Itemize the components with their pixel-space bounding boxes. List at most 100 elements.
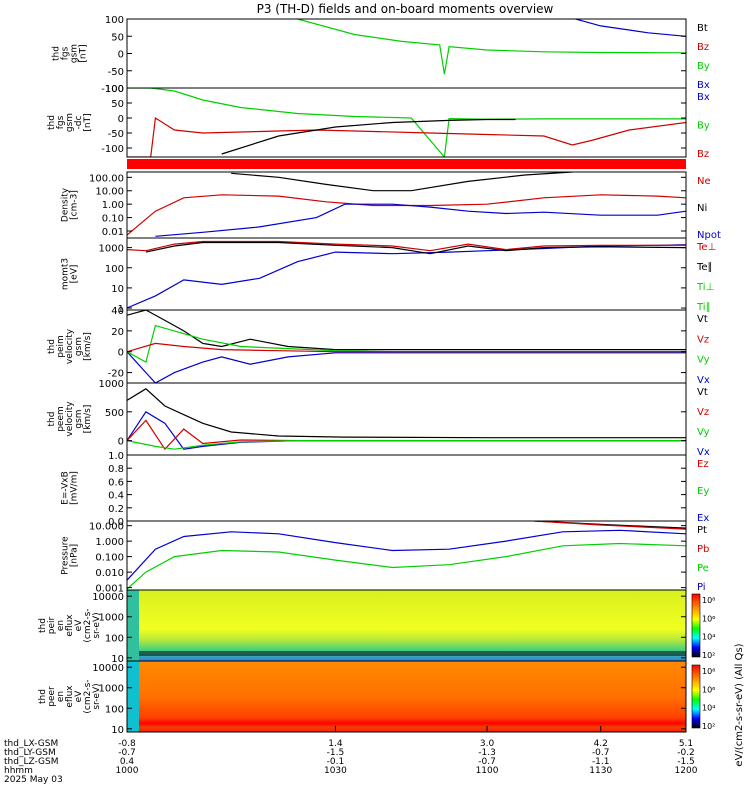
y-tick-label: 1.0 (108, 451, 124, 462)
footer-value: -0.2 (677, 748, 695, 758)
y-axis-label-line: velocity (65, 401, 75, 437)
footer-value: 1100 (476, 766, 499, 776)
legend-mom-temp-Te∥: Te∥ (696, 262, 713, 273)
y-tick-label: 100 (105, 264, 124, 275)
legend-peem-vel-Vy: Vy (697, 427, 710, 438)
footer-value: 1130 (589, 766, 612, 776)
y-axis-label-line: sr-eV) (92, 683, 102, 709)
panel-frame (126, 660, 687, 733)
y-tick-label: 20 (111, 327, 124, 338)
footer-value: -0.1 (327, 757, 345, 767)
y-axis-label-line: [km/s] (83, 332, 93, 361)
legend-pressure-Pt: Pt (697, 525, 707, 536)
y-tick-label: 10 (111, 654, 124, 665)
panel-efield: 1.0 0.8 0.6 0.4 0.2 0.0 E=-VxB [mV/m] Ez Ey Ex (61, 451, 710, 528)
series-fgs-dc-By (127, 88, 686, 157)
legend-density-Ni: Ni (697, 203, 707, 214)
y-axis-label-line: momt3 (61, 258, 71, 290)
y-axis-label-line: (cm2-s- (83, 679, 93, 713)
series-peim-vel-Vy (127, 324, 686, 363)
panel-frame (126, 237, 687, 311)
series-mom-temp-Tt (145, 241, 686, 255)
legend-pressure-Pb: Pb (697, 544, 709, 555)
y-axis-label-line: -dc (74, 116, 84, 130)
y-tick-label: 0 (118, 114, 124, 125)
y-tick-label: 100 (105, 84, 124, 95)
series-fgs-dc-Bt (221, 118, 516, 155)
footer-row-label: hhmm (4, 766, 33, 776)
legend-mom-temp-Ti⊥: Ti⊥ (696, 282, 714, 293)
y-tick-label: 100 (105, 633, 124, 644)
ephemeris-bar (127, 159, 686, 169)
legend-pressure-Pi: Pi (697, 582, 706, 593)
y-tick-label: 0.6 (108, 477, 124, 488)
y-tick-label: 0.100 (95, 553, 124, 564)
legend-peim-vel-Vt: Vt (697, 314, 708, 325)
colorbar-tick-label: 10⁸ (702, 596, 715, 605)
series-peim-vel-Vt (127, 310, 686, 351)
footer-value: -0.7 (478, 757, 496, 767)
y-tick-label: 10 (111, 725, 124, 736)
legend-efield-Ey: Ey (697, 486, 709, 497)
legend-fgs-By: By (697, 61, 710, 72)
y-tick-label: 0 (118, 50, 124, 61)
series-fgs-Bx (573, 19, 686, 37)
y-axis-label-line: velocity (65, 328, 75, 364)
legend-fgs-dc-By: By (697, 121, 710, 132)
y-tick-label: 0.2 (108, 504, 124, 515)
footer-value: 1030 (324, 766, 347, 776)
y-axis-label-line: sr-eV) (92, 612, 102, 638)
side-colorbar-label: eV/(cm2-s-sr-eV) (All Qs) (734, 643, 745, 766)
y-axis-label-line: [cm-3] (70, 190, 80, 220)
y-axis-label-line: eV (74, 619, 84, 632)
y-tick-label: -50 (108, 67, 124, 78)
y-tick-label: 100 (105, 704, 124, 715)
y-tick-label: 1000 (99, 379, 124, 390)
series-peim-vel-Vx (127, 351, 686, 383)
legend-fgs-dc-Bx: Bx (697, 92, 710, 103)
y-axis-label-line: Pressure (61, 536, 71, 575)
spectrogram-noise-band (127, 651, 686, 656)
series-fgs-dc-Bz (127, 116, 686, 157)
y-axis-label-line: eflux (65, 614, 75, 637)
legend-peim-vel-Vz: Vz (697, 334, 709, 345)
series-density-Ni (231, 172, 573, 192)
footer-value: -1.1 (592, 757, 610, 767)
y-axis-label-line: thd (38, 618, 48, 633)
legend-fgs-dc-Bz: Bz (697, 149, 709, 160)
panel-peer-spec: 10⁸ 10⁶ 10⁴ 10² 10000 1000 100 10 thd peer en eflux… (38, 660, 715, 736)
legend-fgs-Bz: Bz (697, 42, 709, 53)
y-tick-label: 10.00 (95, 187, 124, 198)
y-axis-label-line: thd (47, 339, 57, 354)
legend-mom-temp-Ti∥: Ti∥ (696, 302, 711, 313)
y-tick-label: 0.001 (95, 584, 124, 595)
colorbar-tick-label: 10⁶ (702, 685, 715, 694)
series-mom-temp-Ti (127, 244, 686, 309)
colorbar-tick-label: 10² (702, 651, 715, 660)
footer-value: -1.5 (677, 757, 695, 767)
footer-row-label: thd_LY-GSM (4, 748, 56, 758)
y-tick-label: 40 (111, 306, 124, 317)
y-axis-label-line: [nT] (83, 113, 93, 131)
y-axis-label-line: (cm2-s- (83, 608, 93, 642)
series-pressure-Pi (127, 529, 686, 581)
panel-fgs-dc: 100 50 0 -50 -100 thd fgs gsm -dc [nT] Bx By Bz (47, 84, 710, 160)
y-axis-label-line: thd (47, 115, 57, 130)
spectrogram-peer-spec (127, 661, 686, 732)
footer-value: 0.4 (120, 757, 135, 767)
figure-title: P3 (TH-D) fields and on-board moments ov… (257, 2, 554, 16)
y-tick-label: 10000 (92, 592, 124, 603)
y-axis-label-line: [nT] (79, 44, 89, 62)
footer-value: 3.0 (480, 739, 495, 749)
y-tick-label: -50 (108, 129, 124, 140)
series-mom-temp-Te (127, 240, 686, 252)
y-axis-label-line: en (56, 620, 66, 631)
y-axis-label-line: [km/s] (83, 405, 93, 434)
colorbar-tick-label: 10⁴ (702, 633, 715, 642)
legend-efield-Ez: Ez (697, 459, 709, 470)
footer-row-label: 2025 May 03 (4, 775, 63, 785)
colorbar-tick-label: 10⁸ (702, 667, 715, 676)
legend-pressure-Pe: Pe (697, 563, 709, 574)
